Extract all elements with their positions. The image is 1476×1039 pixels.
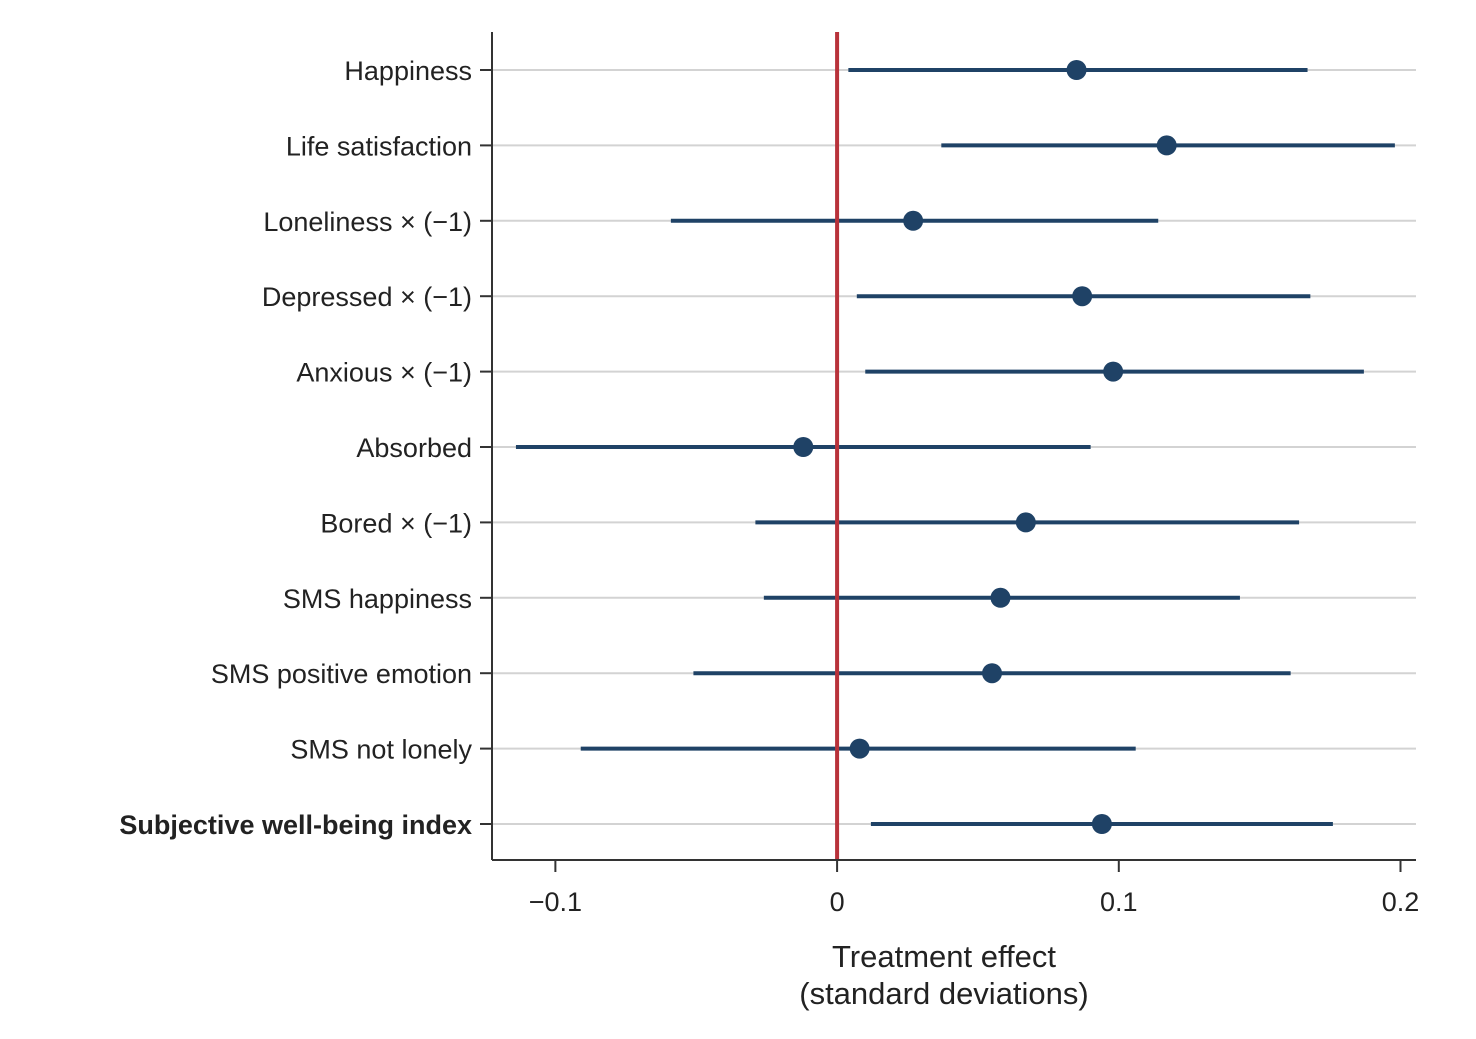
- point-estimate: [1091, 814, 1112, 834]
- point-estimate: [982, 663, 1003, 684]
- category-label: Happiness: [344, 56, 472, 86]
- category-label: Absorbed: [356, 433, 472, 463]
- category-label: Depressed × (−1): [262, 282, 472, 312]
- category-label: Loneliness × (−1): [263, 207, 472, 237]
- point-estimate: [1015, 512, 1036, 533]
- category-label: SMS positive emotion: [211, 659, 472, 689]
- x-axis-title: Treatment effect (standard deviations): [799, 939, 1089, 1011]
- x-tick-labels: −0.1 0 0.1 0.2: [529, 887, 1420, 917]
- point-estimate: [1156, 135, 1177, 156]
- point-estimate: [990, 587, 1011, 608]
- category-label: SMS happiness: [283, 584, 472, 614]
- x-axis-title-line-1: Treatment effect: [832, 939, 1056, 974]
- point-estimate: [849, 738, 870, 759]
- x-tick-label: −0.1: [529, 887, 582, 917]
- point-estimate: [903, 210, 924, 231]
- point-estimate: [1103, 361, 1124, 382]
- category-label: Subjective well-being index: [119, 810, 472, 840]
- x-tick-label: 0.1: [1100, 887, 1138, 917]
- category-label: Bored × (−1): [320, 508, 472, 538]
- category-label: Life satisfaction: [286, 131, 472, 161]
- category-label: Anxious × (−1): [296, 358, 472, 388]
- axes: [480, 32, 1416, 872]
- x-tick-label: 0.2: [1382, 887, 1420, 917]
- x-axis-title-line-2: (standard deviations): [799, 976, 1089, 1011]
- point-estimate: [793, 437, 814, 457]
- point-estimate: [1066, 60, 1087, 80]
- point-estimate: [1072, 286, 1093, 307]
- category-labels: Happiness Life satisfaction Loneliness × (…: [119, 56, 472, 840]
- x-tick-label: 0: [830, 887, 845, 917]
- point-estimates: [793, 60, 1177, 834]
- category-label: SMS not lonely: [290, 735, 472, 765]
